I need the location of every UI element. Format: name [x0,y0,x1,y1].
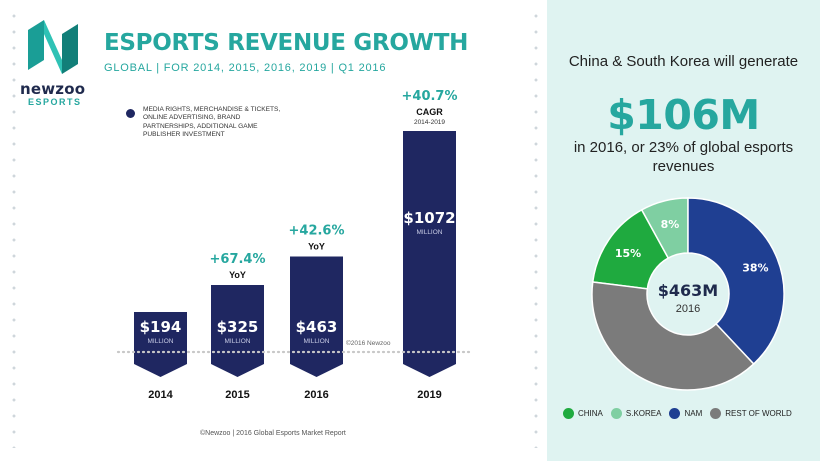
value-label-2019: $1072 [403,209,455,227]
legend-swatch [126,109,135,118]
pie-slice-rest-of-world [591,281,755,391]
watermark: ©2016 Newzoo [346,339,391,347]
legend-item-skorea: S.KOREA [610,408,662,419]
panel-big-value: $106M [607,91,760,139]
unit-label-2016: MILLION [303,338,329,345]
source-note: ©Newzoo | 2016 Global Esports Market Rep… [200,430,346,437]
growth-value-2016: +42.6% [289,224,345,239]
x-tick-label-2015: 2015 [225,389,249,401]
pie-slice-nam [687,197,785,366]
unit-label-2019: MILLION [416,229,442,236]
bar-2015 [211,284,264,377]
legend-swatch-nam [669,408,681,419]
pie-label-s-korea: 8% [661,218,680,231]
legend-label-china: CHINA [578,409,603,418]
growth-sub-2019: 2014-2019 [414,119,445,126]
legend-label-rest: REST OF WORLD [725,409,792,418]
x-tick-label-2019: 2019 [417,389,441,401]
legend-label-nam: NAM [684,409,703,418]
legend-swatch-skorea [610,408,622,419]
pie-label-china: 15% [615,247,641,260]
chart-subtitle: GLOBAL | FOR 2014, 2015, 2016, 2019 | Q1… [104,62,387,74]
x-tick-label-2016: 2016 [304,389,328,401]
legend-text: MEDIA RIGHTS, MERCHANDISE & TICKETS, ONL… [143,106,281,139]
bar-2016 [290,256,343,377]
chart-title: ESPORTS REVENUE GROWTH [104,30,469,56]
panel-headline: China & South Korea will generate [568,53,799,70]
dot-column-left [9,8,19,448]
legend-label-skorea: S.KOREA [625,409,662,418]
pie-label-nam: 38% [742,261,768,274]
growth-value-2019: +40.7% [402,89,458,104]
growth-label-2016: YoY [308,242,325,252]
legend-swatch-rest [710,408,722,419]
bar-2014 [134,312,187,377]
logo-subtitle: ESPORTS [28,97,82,107]
dot-column-right [531,8,541,448]
legend-swatch-china [563,408,574,419]
growth-value-2015: +67.4% [210,252,266,267]
pie-center-label: 2016 [676,303,700,315]
growth-label-2015: YoY [229,270,246,280]
unit-label-2015: MILLION [224,338,250,345]
value-label-2014: $194 [140,318,182,336]
panel-footline: in 2016, or 23% of global esports revenu… [573,139,794,175]
legend-item-china: CHINA [563,408,603,419]
legend-item-rest: REST OF WORLD [710,408,792,419]
pie-legend: CHINA S.KOREA NAM REST OF WORLD [563,408,813,419]
unit-label-2014: MILLION [147,338,173,345]
pie-chart: 15% 8% 38% $463M 2016 [591,197,785,391]
pie-center [648,254,728,334]
bar-2019 [403,131,456,377]
pie-center-value: $463M [658,281,718,300]
x-tick-label-2014: 2014 [148,389,173,401]
china-korea-panel: China & South Korea will generate $106M … [547,0,820,461]
logo-name: newzoo [20,80,86,98]
value-label-2016: $463 [296,318,338,336]
newzoo-logo-icon [28,20,78,74]
bar-chart: $194 MILLION 2014 $325 MILLION 2015 $463 MILLIO… [116,89,472,401]
legend-item-nam: NAM [669,408,702,419]
growth-label-2019: CAGR [416,107,443,117]
value-label-2015: $325 [217,318,259,336]
